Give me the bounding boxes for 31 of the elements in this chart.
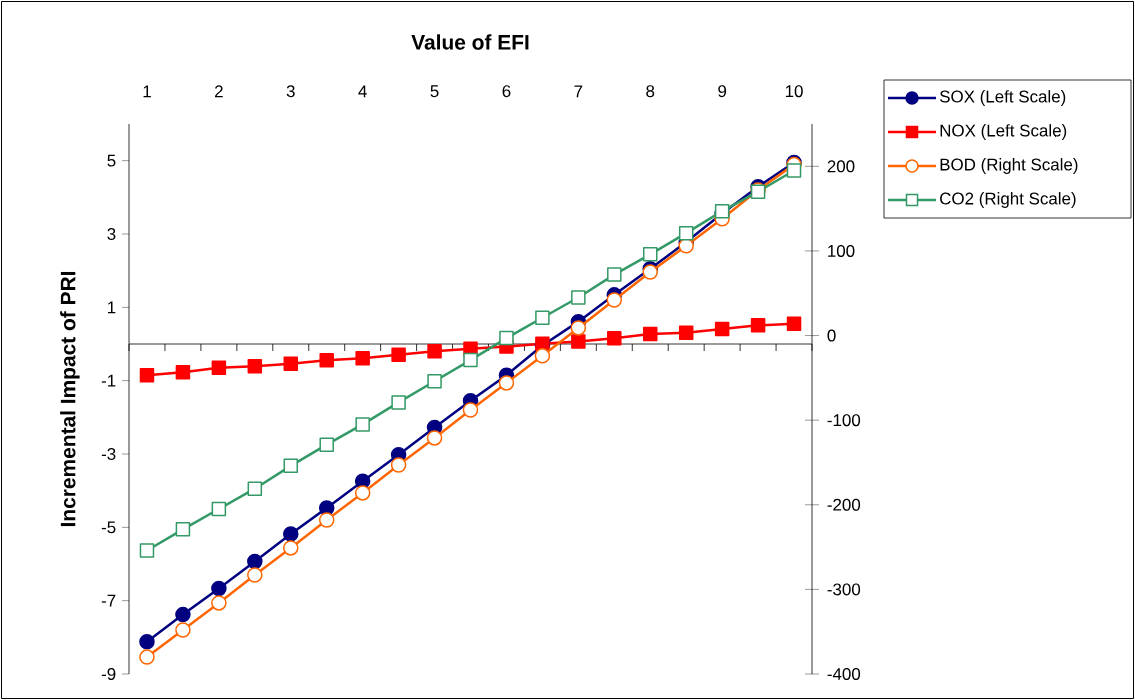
- x-tick-label: 10: [785, 85, 803, 98]
- x-tick-label: 5: [430, 85, 439, 98]
- x-tick-label: 9: [718, 85, 727, 98]
- y-tick-label: -9: [101, 668, 116, 681]
- x-tick-label: 8: [646, 85, 655, 98]
- y-tick-label: -5: [101, 521, 116, 534]
- x-tick-label: 4: [358, 85, 367, 98]
- x-axis-title: Value of EFI: [411, 34, 529, 50]
- y-tick-label: -3: [101, 448, 116, 461]
- y-tick-label: 3: [107, 228, 116, 240]
- x-tick-label: 3: [286, 85, 295, 98]
- y-tick-label: -1: [101, 374, 116, 387]
- y2-tick-label: 200: [827, 160, 855, 173]
- y-tick-label: -7: [101, 594, 116, 607]
- y-tick-label: 5: [107, 154, 116, 167]
- x-tick-label: 2: [215, 85, 223, 98]
- y2-tick-label: -200: [827, 498, 861, 511]
- x-tick-label: 1: [143, 85, 151, 98]
- x-tick-label: 6: [502, 85, 511, 98]
- y2-tick-label: -100: [827, 414, 861, 427]
- x-tick-label: 7: [574, 85, 583, 98]
- legend-label: SOX (Left Scale): [939, 90, 1066, 106]
- y2-tick-label: -400: [827, 668, 861, 681]
- legend-label: NOX (Left Scale): [940, 124, 1067, 140]
- y2-tick-label: 100: [828, 244, 855, 257]
- y-axis-title: Incremental Impact of PRI: [60, 271, 80, 527]
- y2-tick-label: 0: [827, 329, 836, 342]
- y2-tick-label: -300: [827, 583, 861, 596]
- legend-label: CO2 (Right Scale): [940, 192, 1076, 208]
- legend-label: BOD (Right Scale): [940, 158, 1078, 174]
- y-tick-label: 1: [108, 301, 116, 314]
